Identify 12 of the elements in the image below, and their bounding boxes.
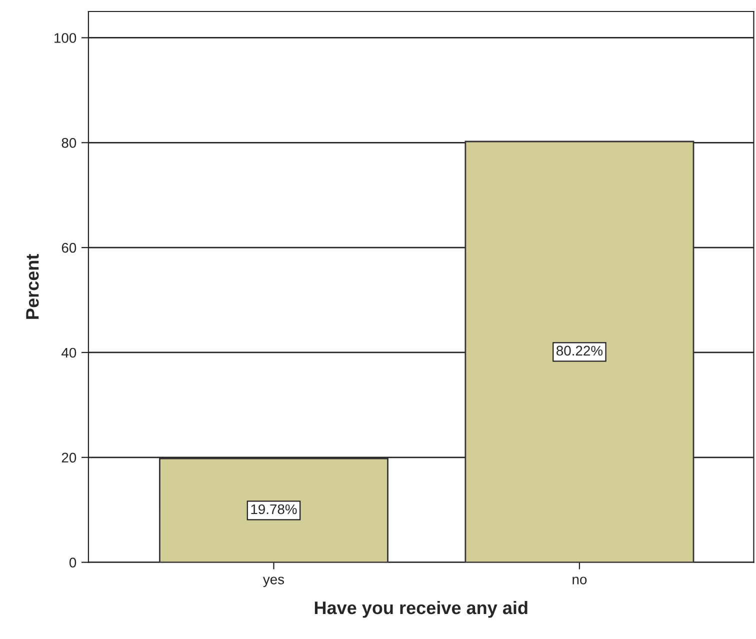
- y-tick-label: 100: [54, 33, 76, 43]
- y-tick-label: 0: [69, 558, 76, 568]
- y-tick-label: 20: [62, 452, 76, 463]
- y-tick-label: 40: [62, 348, 76, 358]
- y-tick-label: 80: [62, 138, 76, 148]
- y-tick-label: 60: [62, 242, 76, 253]
- x-tick-label: no: [572, 576, 587, 584]
- y-axis-title: Percent: [26, 254, 39, 319]
- data-label: 19.78%: [251, 504, 297, 514]
- x-axis-title: Have you receive any aid: [314, 600, 528, 618]
- x-tick-label: yes: [262, 576, 284, 588]
- data-label: 80.22%: [556, 346, 603, 356]
